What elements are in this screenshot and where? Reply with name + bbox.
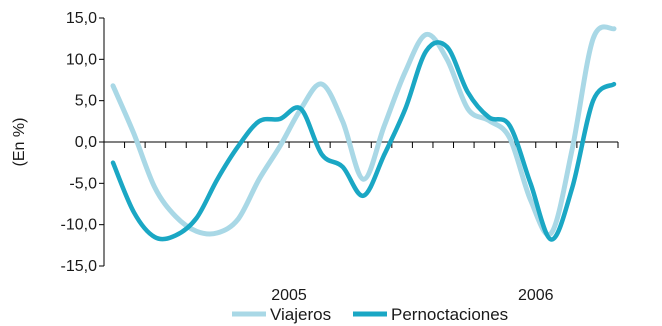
series-line-viajeros bbox=[110, 24, 617, 238]
x-tick-label: 2005 bbox=[271, 287, 307, 304]
y-tick-label: -15,0 bbox=[61, 258, 98, 275]
y-tick-label: 5,0 bbox=[75, 93, 97, 110]
y-ticks: 15,0 10,0 5,0 0,0 -5,0 -10,0 -15,0 bbox=[61, 10, 104, 275]
x-ticks bbox=[103, 142, 619, 148]
y-tick-label: 15,0 bbox=[66, 10, 97, 27]
x-tick-labels: 2005 2006 bbox=[271, 287, 553, 304]
x-tick-label: 2006 bbox=[518, 287, 554, 304]
y-tick-label: 10,0 bbox=[66, 51, 97, 68]
y-tick-label: -10,0 bbox=[61, 217, 98, 234]
y-tick-label: 0,0 bbox=[75, 134, 97, 151]
legend-label-viajeros: Viajeros bbox=[270, 305, 331, 324]
legend-label-pernoctaciones: Pernoctaciones bbox=[391, 305, 508, 324]
legend: Viajeros Pernoctaciones bbox=[232, 305, 508, 324]
y-tick-label: -5,0 bbox=[69, 175, 97, 192]
series-line-pernoctaciones bbox=[110, 40, 617, 242]
series-layer bbox=[110, 24, 617, 242]
y-axis-title: (En %) bbox=[11, 118, 28, 167]
